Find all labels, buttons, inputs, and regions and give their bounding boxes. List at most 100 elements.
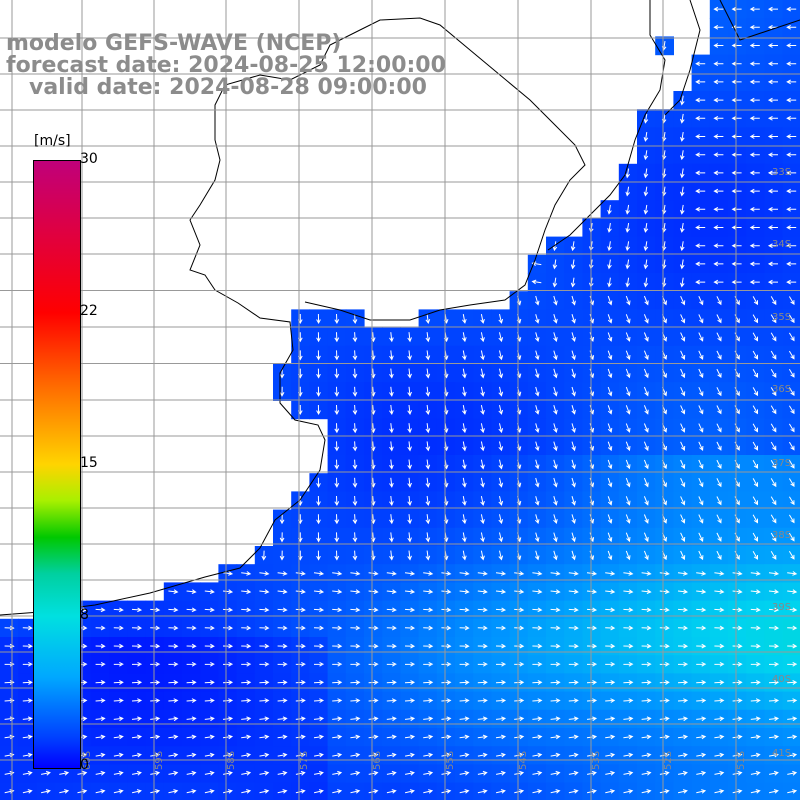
wind-arrow xyxy=(767,261,778,267)
wind-arrow xyxy=(623,716,634,722)
wind-arrow xyxy=(568,789,579,794)
wind-arrow xyxy=(386,734,397,740)
wind-arrow xyxy=(495,770,506,776)
wind-arrow xyxy=(316,514,321,525)
wind-arrow xyxy=(514,770,525,776)
wind-arrow xyxy=(295,625,306,631)
wind-arrow xyxy=(553,368,558,379)
wind-arrow xyxy=(477,716,488,722)
colorbar xyxy=(33,160,81,769)
wind-arrow xyxy=(534,295,540,306)
wind-arrow xyxy=(695,61,706,67)
wind-arrow xyxy=(277,716,288,722)
wind-arrow xyxy=(698,423,704,433)
wind-arrow xyxy=(389,386,394,397)
wind-arrow xyxy=(368,770,379,776)
wind-arrow xyxy=(731,61,742,67)
wind-arrow xyxy=(625,514,631,524)
wind-arrow xyxy=(607,496,613,506)
wind-arrow xyxy=(334,532,340,543)
wind-arrow xyxy=(752,350,758,360)
wind-arrow xyxy=(425,514,431,525)
wind-arrow xyxy=(786,243,797,249)
wind-arrow xyxy=(788,332,795,342)
wind-arrow xyxy=(459,661,470,667)
wind-arrow xyxy=(788,369,795,378)
wind-arrow xyxy=(750,643,761,649)
wind-arrow xyxy=(767,79,778,85)
wind-arrow xyxy=(404,698,416,703)
wind-arrow xyxy=(368,698,379,703)
wind-arrow xyxy=(570,241,576,252)
wind-arrow xyxy=(352,368,358,379)
wind-arrow xyxy=(643,514,649,524)
wind-arrow xyxy=(389,459,394,470)
wind-arrow xyxy=(768,680,780,685)
wind-arrow xyxy=(788,532,795,542)
wind-arrow xyxy=(659,698,670,703)
wind-arrow xyxy=(386,752,397,758)
wind-arrow xyxy=(295,680,306,685)
wind-arrow xyxy=(714,643,725,649)
wind-arrow xyxy=(495,698,507,703)
wind-arrow xyxy=(532,643,543,649)
wind-arrow xyxy=(680,423,686,433)
wind-arrow xyxy=(534,350,540,361)
wind-arrow xyxy=(277,770,288,776)
wind-arrow xyxy=(334,459,340,470)
wind-arrow xyxy=(643,168,649,179)
wind-arrow xyxy=(423,643,434,649)
wind-arrow xyxy=(150,734,161,740)
wind-arrow xyxy=(495,680,507,685)
wind-arrow xyxy=(441,734,452,740)
wind-arrow xyxy=(95,770,106,776)
wind-arrow xyxy=(423,752,434,758)
wind-arrow xyxy=(113,680,124,685)
wind-arrow xyxy=(352,423,358,434)
wind-arrow xyxy=(350,770,361,776)
wind-arrow xyxy=(150,698,161,703)
wind-arrow xyxy=(643,132,649,142)
wind-arrow xyxy=(571,368,576,379)
wind-arrow xyxy=(423,607,434,613)
wind-arrow xyxy=(623,734,634,740)
wind-arrow xyxy=(698,496,704,506)
wind-arrow xyxy=(95,789,106,794)
wind-arrow xyxy=(680,241,685,252)
wind-arrow xyxy=(643,223,649,233)
wind-arrow xyxy=(770,423,777,433)
wind-arrow xyxy=(407,459,412,470)
wind-arrow xyxy=(695,225,706,230)
wind-arrow xyxy=(767,152,778,158)
wind-arrow xyxy=(423,716,434,722)
wind-arrow xyxy=(441,589,452,594)
wind-arrow xyxy=(605,643,616,649)
wind-arrow xyxy=(498,477,504,488)
wind-arrow xyxy=(732,661,743,667)
wind-arrow xyxy=(441,716,452,722)
wind-arrow xyxy=(716,423,722,433)
wind-arrow xyxy=(480,459,485,470)
wind-arrow xyxy=(368,589,379,594)
wind-arrow xyxy=(462,332,467,343)
wind-arrow xyxy=(495,571,507,576)
wind-arrow xyxy=(423,589,434,594)
wind-arrow xyxy=(625,314,631,324)
wind-arrow xyxy=(334,404,340,416)
wind-arrow xyxy=(696,770,707,776)
wind-arrow xyxy=(441,607,452,613)
wind-arrow xyxy=(368,789,379,794)
wind-arrow xyxy=(607,350,613,361)
wind-arrow xyxy=(714,752,725,758)
wind-arrow xyxy=(641,607,652,613)
wind-arrow xyxy=(332,680,343,685)
wind-arrow xyxy=(680,514,686,524)
wind-arrow xyxy=(571,332,576,343)
wind-arrow xyxy=(680,259,685,270)
wind-arrow xyxy=(695,152,706,158)
wind-arrow xyxy=(368,625,379,631)
wind-arrow xyxy=(750,607,761,613)
wind-arrow xyxy=(350,607,361,613)
wind-arrow xyxy=(150,643,161,649)
